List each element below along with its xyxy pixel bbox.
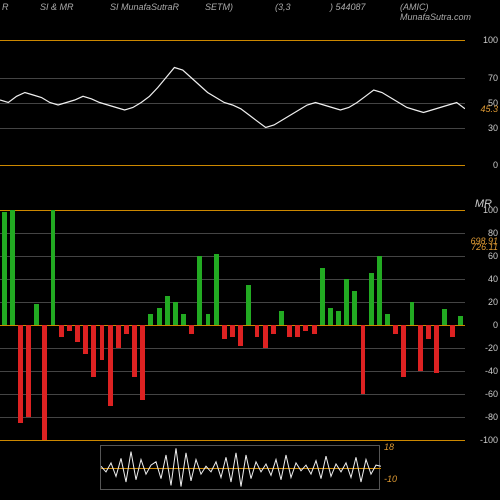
axis-tick-label: 40 <box>488 274 498 284</box>
mr-bar <box>157 308 162 325</box>
header-label: SI & MR <box>40 2 74 12</box>
mr-bar <box>51 210 56 325</box>
header-label: SETM) <box>205 2 233 12</box>
axis-tick-label: -40 <box>485 366 498 376</box>
mr-bar <box>238 325 243 346</box>
mr-panel <box>0 210 465 440</box>
mr-bar <box>2 212 7 325</box>
mr-bar <box>393 325 398 334</box>
mr-bar-chart <box>0 210 465 440</box>
mr-bar <box>173 302 178 325</box>
mr-bar <box>320 268 325 326</box>
mr-bar <box>434 325 439 373</box>
mr-bar <box>42 325 47 440</box>
mr-bar <box>255 325 260 337</box>
mr-bar <box>279 311 284 325</box>
mr-bar <box>10 210 15 325</box>
mr-bar <box>140 325 145 400</box>
chart-container: R SI & MR SI MunafaSutraR SETM) (3,3 ) 544087… <box>0 0 500 500</box>
axis-tick-label: 20 <box>488 297 498 307</box>
mr-bar <box>26 325 31 417</box>
mr-bar <box>59 325 64 337</box>
mr-bar <box>385 314 390 326</box>
axis-tick-label: -100 <box>480 435 498 445</box>
mr-bar <box>263 325 268 348</box>
mr-bar <box>442 309 447 325</box>
header-label: (AMIC) MunafaSutra.com <box>400 2 500 22</box>
mr-bar <box>230 325 235 337</box>
mr-bar <box>148 314 153 326</box>
header-label: R <box>2 2 9 12</box>
axis-tick-label: -60 <box>485 389 498 399</box>
axis-tick-label: -20 <box>485 343 498 353</box>
mr-bar <box>246 285 251 325</box>
mr-bar <box>303 325 308 331</box>
mr-bar <box>189 325 194 334</box>
mr-bar <box>344 279 349 325</box>
mr-bar <box>18 325 23 423</box>
mr-bar <box>132 325 137 377</box>
rsi-panel <box>0 40 465 165</box>
mr-bar <box>328 308 333 325</box>
mr-bar <box>312 325 317 334</box>
mr-bar <box>458 316 463 325</box>
header-label: ) 544087 <box>330 2 366 12</box>
mr-bar <box>426 325 431 339</box>
mr-bar <box>295 325 300 337</box>
mr-bar <box>165 296 170 325</box>
mr-bar <box>100 325 105 360</box>
mr-bar <box>369 273 374 325</box>
mr-bar <box>450 325 455 337</box>
mr-bar <box>124 325 129 334</box>
price-label: 726.11 <box>471 242 498 252</box>
mr-bar <box>83 325 88 354</box>
mr-bar <box>206 314 211 326</box>
mr-bar <box>116 325 121 348</box>
mr-bar <box>108 325 113 406</box>
mr-bar <box>75 325 80 342</box>
rsi-line-chart <box>0 40 465 165</box>
rsi-current-label: 45.3 <box>480 104 498 114</box>
mr-bar <box>34 304 39 325</box>
mr-bar <box>410 302 415 325</box>
mr-bar <box>377 256 382 325</box>
chart-header: R SI & MR SI MunafaSutraR SETM) (3,3 ) 544087… <box>0 2 500 16</box>
mr-bar <box>181 314 186 326</box>
mr-bar <box>67 325 72 331</box>
header-label: (3,3 <box>275 2 291 12</box>
axis-tick-label: 0 <box>493 320 498 330</box>
mr-bar <box>352 291 357 326</box>
mr-bar <box>418 325 423 371</box>
small-oscillator-panel <box>100 445 380 490</box>
mr-bar <box>287 325 292 337</box>
mr-bar <box>271 325 276 334</box>
mr-bar <box>401 325 406 377</box>
axis-tick-label: 70 <box>488 73 498 83</box>
mr-bar <box>361 325 366 394</box>
mr-bar <box>336 311 341 325</box>
small-axis-label: -10 <box>384 474 397 484</box>
axis-tick-label: -80 <box>485 412 498 422</box>
axis-tick-label: 30 <box>488 123 498 133</box>
small-axis-label: 18 <box>384 442 394 452</box>
axis-tick-label: 100 <box>483 35 498 45</box>
axis-tick-label: 60 <box>488 251 498 261</box>
axis-tick-label: 0 <box>493 160 498 170</box>
mr-bar <box>91 325 96 377</box>
mr-bar <box>222 325 227 339</box>
mr-bar <box>197 256 202 325</box>
mr-title-label: MR <box>475 198 492 210</box>
mr-bar <box>214 254 219 325</box>
small-oscillator-chart <box>101 446 381 491</box>
header-label: SI MunafaSutraR <box>110 2 179 12</box>
